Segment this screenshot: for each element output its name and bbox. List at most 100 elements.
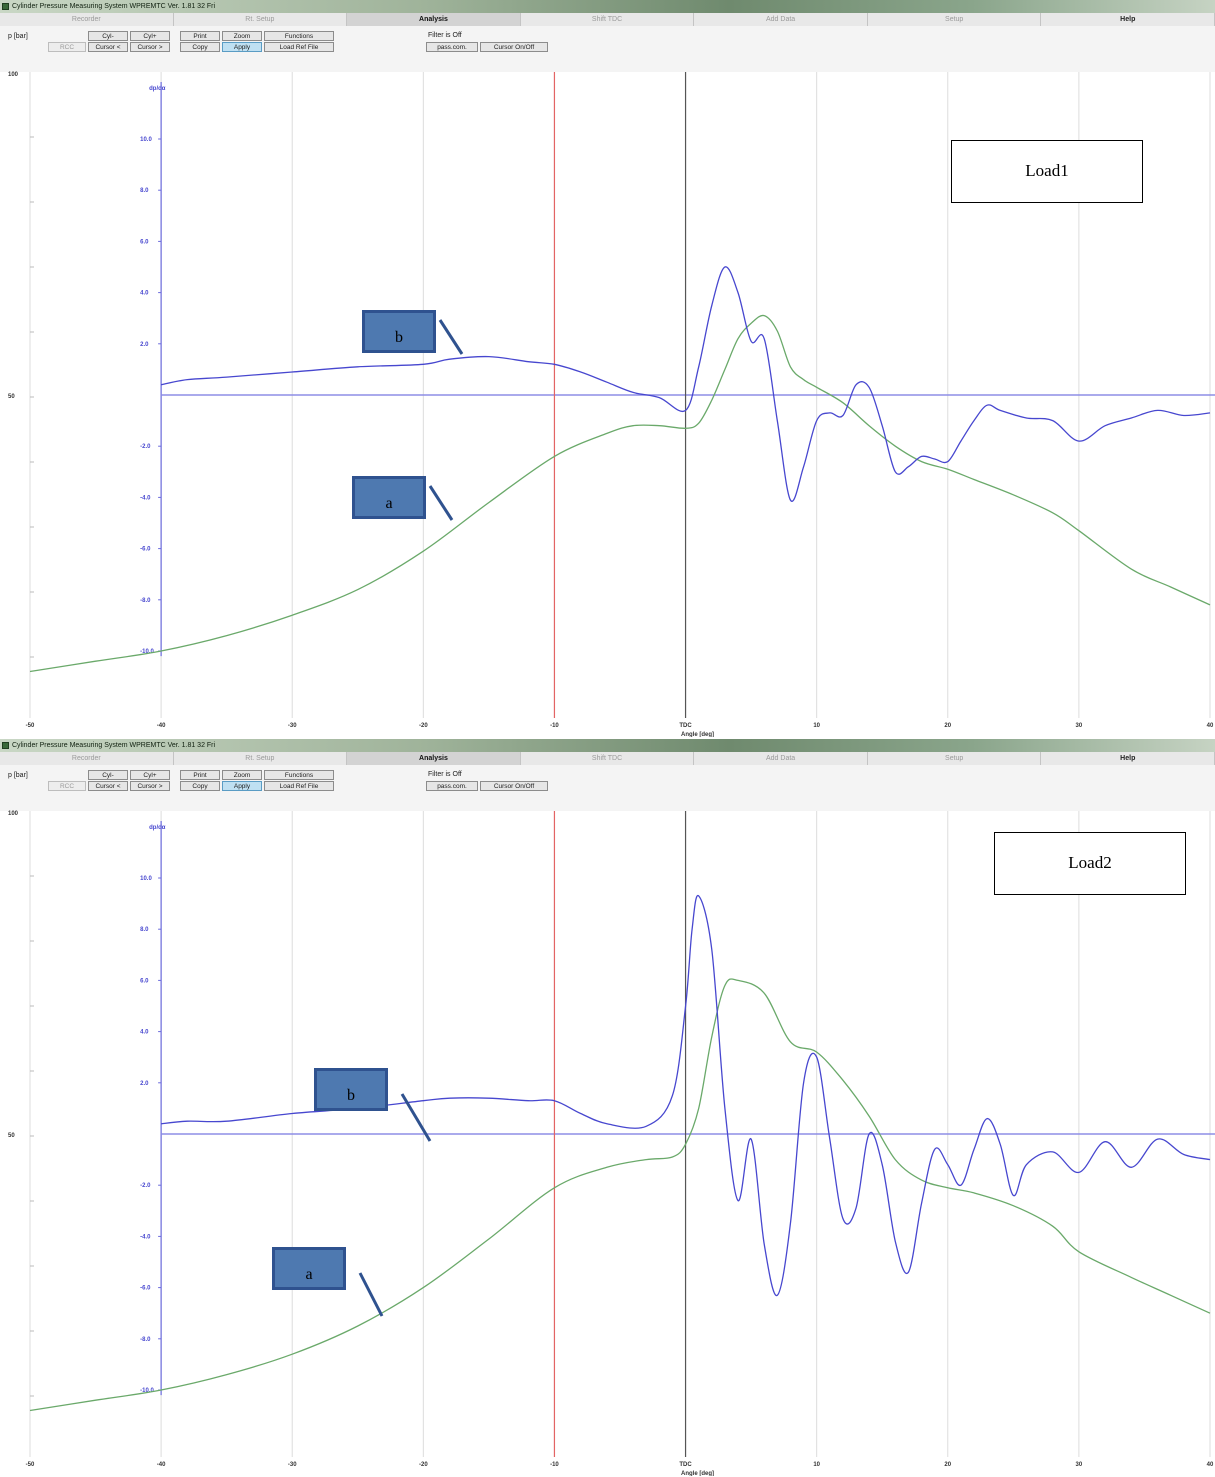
x-tick-label: 20 [944, 723, 951, 729]
x-tick-label: 10 [813, 1462, 820, 1468]
cyl-plus-button[interactable]: Cyl+ [130, 31, 170, 41]
load-ref-file-button[interactable]: Load Ref File [264, 781, 334, 791]
tab-analysis[interactable]: Analysis [347, 13, 521, 26]
window-title: Cylinder Pressure Measuring System WPREM… [12, 3, 216, 10]
tab-recorder[interactable]: Recorder [0, 752, 174, 765]
derivative-tick-label: -10.0 [140, 649, 154, 655]
chart-title-box: Load2 [994, 832, 1186, 895]
x-tick-label: -50 [26, 723, 35, 729]
derivative-tick-label: 6.0 [140, 978, 149, 984]
x-tick-label: -10 [550, 1462, 559, 1468]
x-tick-label: 30 [1076, 723, 1083, 729]
annotation-b-box: b [362, 310, 436, 353]
derivative-tick-label: -2.0 [140, 1183, 151, 1189]
window-titlebar: Cylinder Pressure Measuring System WPREM… [0, 0, 1215, 13]
toolbar: p [bar] RCC Cyl- Cyl+ Print Zoom Functions Curs… [0, 26, 1215, 72]
cyl-plus-button[interactable]: Cyl+ [130, 770, 170, 780]
cursor-right-button[interactable]: Cursor > [130, 781, 170, 791]
p-unit-label: p [bar] [8, 772, 28, 779]
derivative-axis-label: dp/dα [149, 86, 166, 92]
x-tick-label: 40 [1207, 723, 1214, 729]
rcc-button[interactable]: RCC [48, 42, 86, 52]
tab-rt-setup[interactable]: Rt. Setup [174, 13, 348, 26]
x-tick-label: -20 [419, 723, 428, 729]
annotation-b-box: b [314, 1068, 388, 1111]
x-tick-label: 40 [1207, 1462, 1214, 1468]
x-tick-label: 20 [944, 1462, 951, 1468]
derivative-tick-label: -8.0 [140, 1337, 151, 1343]
cyl-minus-button[interactable]: Cyl- [88, 770, 128, 780]
x-tick-label: 30 [1076, 1462, 1083, 1468]
tab-shift-tdc[interactable]: Shift TDC [521, 13, 695, 26]
copy-button[interactable]: Copy [180, 781, 220, 791]
derivative-tick-label: 6.0 [140, 239, 149, 245]
derivative-tick-label: 2.0 [140, 1081, 149, 1087]
derivative-tick-label: -4.0 [140, 495, 151, 501]
left-axis-tick-label: 50 [8, 1133, 15, 1139]
tab-add-data[interactable]: Add Data [694, 13, 868, 26]
derivative-tick-label: 4.0 [140, 291, 149, 297]
derivative-tick-label: -6.0 [140, 547, 151, 553]
x-axis-label: Angle [deg] [681, 1471, 714, 1476]
derivative-tick-label: 10.0 [140, 876, 152, 882]
derivative-tick-label: 4.0 [140, 1030, 149, 1036]
cursor-onoff-button[interactable]: Cursor On/Off [480, 781, 548, 791]
derivative-tick-label: 8.0 [140, 927, 149, 933]
x-tick-label: -30 [288, 1462, 297, 1468]
tab-recorder[interactable]: Recorder [0, 13, 174, 26]
tab-analysis[interactable]: Analysis [347, 752, 521, 765]
annotation-a-box: a [352, 476, 426, 519]
pass-com-button[interactable]: pass.com. [426, 42, 478, 52]
filter-status: Filter is Off [428, 32, 462, 39]
tab-setup[interactable]: Setup [868, 13, 1042, 26]
p-unit-label: p [bar] [8, 33, 28, 40]
left-axis-tick-label: 50 [8, 394, 15, 400]
x-tick-label: -10 [550, 723, 559, 729]
x-tick-label: -50 [26, 1462, 35, 1468]
window-titlebar: Cylinder Pressure Measuring System WPREM… [0, 739, 1215, 752]
pass-com-button[interactable]: pass.com. [426, 781, 478, 791]
x-tick-label: 10 [813, 723, 820, 729]
copy-button[interactable]: Copy [180, 42, 220, 52]
x-tick-label: -20 [419, 1462, 428, 1468]
app-icon [2, 3, 9, 10]
functions-button[interactable]: Functions [264, 770, 334, 780]
derivative-tick-label: 2.0 [140, 342, 149, 348]
chart-title-box: Load1 [951, 140, 1143, 203]
left-axis-tick-label: 100 [8, 811, 19, 817]
analysis-window-load2: Cylinder Pressure Measuring System WPREM… [0, 739, 1215, 1476]
tab-shift-tdc[interactable]: Shift TDC [521, 752, 695, 765]
annotation-a-box: a [272, 1247, 346, 1290]
x-tick-label: -40 [157, 723, 166, 729]
tab-add-data[interactable]: Add Data [694, 752, 868, 765]
print-button[interactable]: Print [180, 770, 220, 780]
apply-button[interactable]: Apply [222, 781, 262, 791]
load-ref-file-button[interactable]: Load Ref File [264, 42, 334, 52]
cursor-onoff-button[interactable]: Cursor On/Off [480, 42, 548, 52]
functions-button[interactable]: Functions [264, 31, 334, 41]
filter-status: Filter is Off [428, 771, 462, 778]
analysis-window-load1: Cylinder Pressure Measuring System WPREM… [0, 0, 1215, 737]
cursor-right-button[interactable]: Cursor > [130, 42, 170, 52]
apply-button[interactable]: Apply [222, 42, 262, 52]
zoom-button[interactable]: Zoom [222, 31, 262, 41]
tab-rt-setup[interactable]: Rt. Setup [174, 752, 348, 765]
chart-2: -50 -40 -30 -20 -10 TDC 10 20 30 40 Angle [deg] 100… [0, 811, 1215, 1476]
app-icon [2, 742, 9, 749]
tab-setup[interactable]: Setup [868, 752, 1042, 765]
x-tick-label: -40 [157, 1462, 166, 1468]
chart-1: -50 -40 -30 -20 -10 TDC 10 20 30 40 Angle [deg] 100… [0, 72, 1215, 737]
cursor-left-button[interactable]: Cursor < [88, 781, 128, 791]
derivative-tick-label: -8.0 [140, 598, 151, 604]
series-a-line [29, 978, 1211, 1412]
print-button[interactable]: Print [180, 31, 220, 41]
zoom-button[interactable]: Zoom [222, 770, 262, 780]
window-title: Cylinder Pressure Measuring System WPREM… [12, 742, 216, 749]
x-tick-label: TDC [679, 1462, 692, 1468]
toolbar: p [bar] RCC Cyl- Cyl+ Print Zoom Functions Curs… [0, 765, 1215, 811]
derivative-tick-label: -10.0 [140, 1388, 154, 1394]
cursor-left-button[interactable]: Cursor < [88, 42, 128, 52]
cyl-minus-button[interactable]: Cyl- [88, 31, 128, 41]
rcc-button[interactable]: RCC [48, 781, 86, 791]
left-axis-tick-label: 100 [8, 72, 19, 78]
